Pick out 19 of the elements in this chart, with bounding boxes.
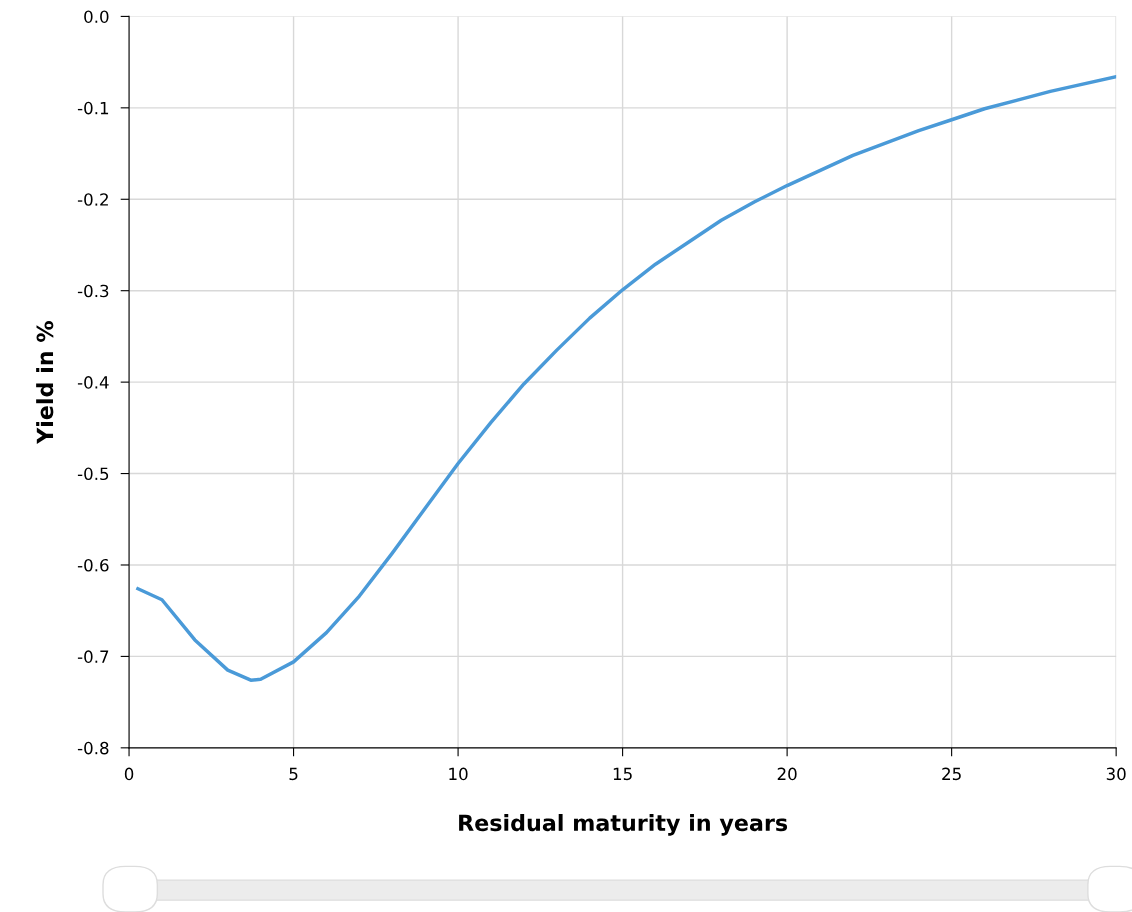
y-tick-label: -0.8 [77, 741, 109, 755]
x-tick-label: 30 [1106, 767, 1126, 781]
y-axis-title: Yield in % [36, 321, 54, 445]
y-tick-label: -0.5 [77, 467, 109, 481]
x-tick-label: 25 [942, 767, 961, 781]
y-tick-label: -0.1 [77, 101, 109, 115]
x-tick-label: 15 [613, 767, 632, 781]
y-tick-label: 0.0 [84, 10, 109, 23]
y-tick-label: -0.2 [77, 193, 108, 206]
line-series [136, 75, 1117, 682]
x-tick-label: 20 [777, 767, 797, 781]
y-tick-label: -0.7 [77, 650, 109, 663]
x-tick-label: 10 [449, 767, 468, 781]
y-tick-label: -0.3 [77, 284, 109, 298]
y-tick-label: -0.6 [77, 558, 109, 572]
x-tick-label: 0 [124, 767, 134, 781]
y-tick-label: -0.4 [77, 376, 109, 389]
x-tick-label: 5 [289, 767, 298, 781]
x-axis-title: Residual maturity in years [459, 813, 788, 836]
